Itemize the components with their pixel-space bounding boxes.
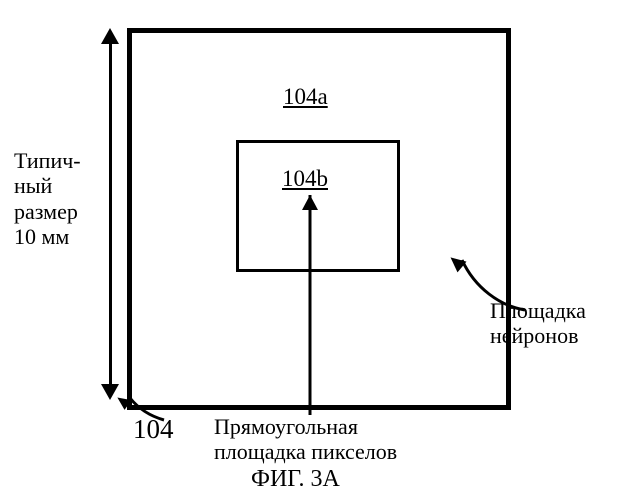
- dimension-arrow-head-up: [101, 28, 119, 44]
- leader-pixel-pad-arrowhead: [302, 195, 318, 210]
- leader-neuron-pad: [460, 258, 540, 318]
- leader-ref-104: [130, 398, 180, 424]
- dimension-arrow-shaft: [109, 36, 112, 392]
- figure-caption: ФИГ. 3А: [251, 466, 340, 494]
- leader-pixel-pad: [280, 195, 340, 425]
- ref-label-104b: 104b: [282, 166, 328, 192]
- ref-label-104a: 104a: [283, 84, 328, 110]
- dimension-text: Типич- ный размер 10 мм: [14, 148, 81, 249]
- figure-canvas: 104a 104b 104 Типич- ный размер 10 мм Пл…: [0, 0, 619, 500]
